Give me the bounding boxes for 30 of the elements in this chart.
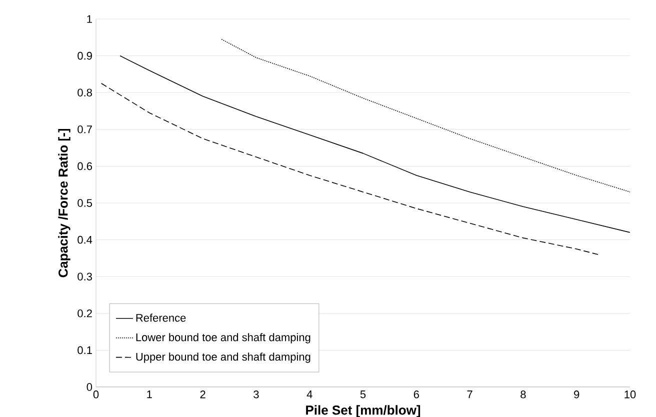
- y-tick-label: 0: [86, 383, 92, 391]
- line-series: [221, 38, 630, 192]
- legend-label: Lower bound toe and shaft damping: [136, 333, 310, 344]
- legend-label: Upper bound toe and shaft damping: [136, 352, 310, 363]
- x-tick-label: 1: [147, 390, 152, 398]
- y-tick-label: 0.7: [78, 126, 92, 134]
- x-tick-label: 8: [520, 390, 526, 398]
- y-tick-label: 0.9: [78, 52, 92, 60]
- y-tick-label: 0.4: [78, 236, 92, 244]
- y-axis-title: Capacity /Force Ratio [-]: [58, 128, 70, 278]
- x-tick-label: 4: [306, 390, 312, 398]
- x-tick-label: 10: [624, 390, 636, 398]
- y-tick-label: 1: [87, 15, 92, 23]
- line-series: [120, 55, 630, 233]
- y-tick-label: 0.2: [78, 310, 92, 318]
- x-tick-label: 0: [93, 390, 99, 398]
- legend-label: Reference: [136, 314, 186, 322]
- x-tick-label: 6: [414, 390, 419, 398]
- x-tick-label: 7: [467, 390, 472, 398]
- y-tick-label: 0.5: [78, 199, 92, 207]
- x-tick-label: 2: [200, 390, 206, 398]
- x-tick-label: 9: [574, 390, 580, 398]
- y-tick-label: 0.6: [78, 162, 92, 170]
- y-tick-label: 0.3: [78, 272, 92, 280]
- y-tick-label: 0.8: [78, 88, 92, 96]
- y-tick-label: 0.1: [78, 346, 92, 354]
- x-tick-label: 5: [360, 390, 366, 398]
- line-series: [100, 82, 598, 255]
- x-axis-title: Pile Set [mm/blow]: [306, 405, 420, 417]
- x-tick-label: 3: [254, 390, 259, 398]
